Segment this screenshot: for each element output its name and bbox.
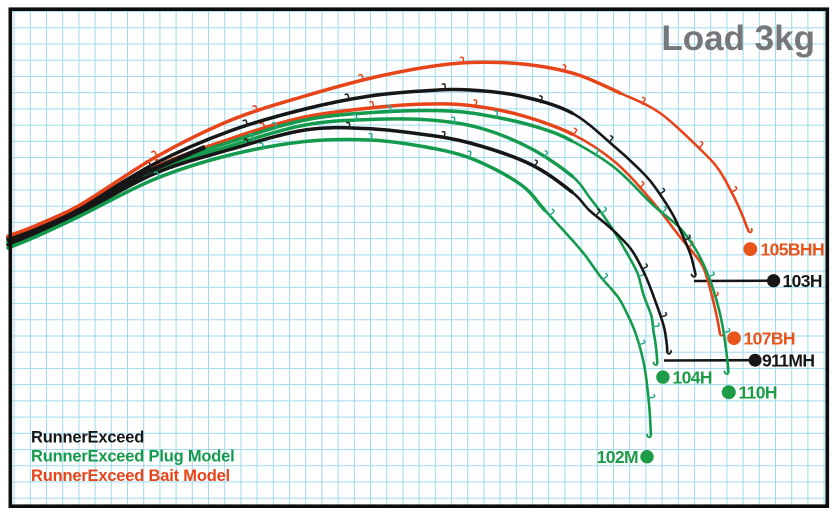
svg-text:RunnerExceed: RunnerExceed [31,429,144,447]
svg-text:110H: 110H [739,383,777,403]
svg-text:107BH: 107BH [744,329,795,349]
svg-text:105BHH: 105BHH [761,240,825,260]
svg-text:911MH: 911MH [762,351,814,371]
svg-text:104H: 104H [673,368,712,388]
svg-text:RunnerExceed Bait Model: RunnerExceed Bait Model [31,467,230,485]
svg-text:Load 3kg: Load 3kg [661,19,815,58]
svg-text:102M: 102M [597,447,638,467]
svg-text:RunnerExceed Plug Model: RunnerExceed Plug Model [31,448,235,466]
svg-text:103H: 103H [783,271,822,291]
